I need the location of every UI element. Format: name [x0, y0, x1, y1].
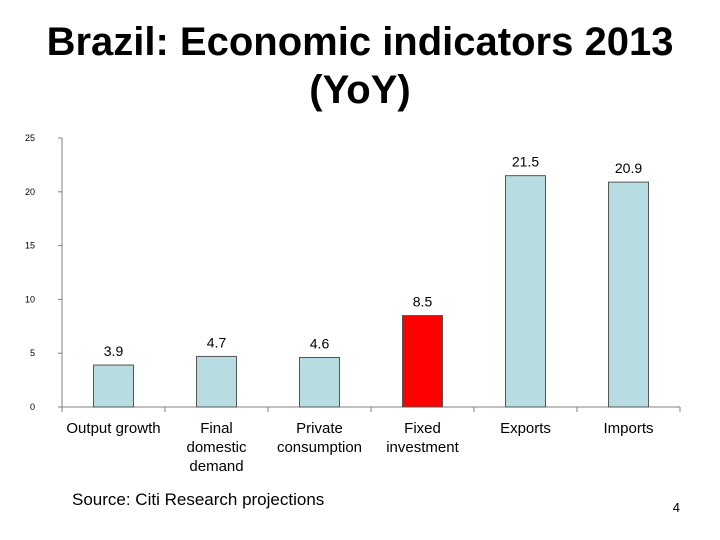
bar [608, 181, 649, 408]
bar-value-label: 20.9 [615, 160, 642, 176]
y-tick-label: 20 [25, 187, 35, 197]
y-tick-label: 15 [25, 241, 35, 251]
y-tick-label: 25 [25, 133, 35, 143]
bar [299, 357, 340, 408]
x-category-label: Output growth [66, 420, 160, 437]
bar [196, 355, 237, 408]
bar-value-label: 3.9 [104, 343, 124, 359]
x-category-label-line: Final [200, 420, 233, 437]
x-category-label-line: Output growth [66, 420, 160, 437]
x-category-label: Final domestic demand [186, 420, 247, 475]
bar [505, 175, 546, 408]
x-category-label-line: investment [386, 439, 459, 456]
x-category-label-line: domestic [186, 439, 247, 456]
x-category-label-line: Exports [500, 420, 551, 437]
bar [402, 315, 443, 408]
slide-title-line-2: (YoY) [309, 68, 411, 112]
x-category-label: Imports [603, 420, 653, 437]
x-category-label-line: Private [296, 420, 343, 437]
y-tick-label: 10 [25, 294, 35, 304]
x-category-label-line: Imports [603, 420, 653, 437]
y-tick-label: 0 [30, 402, 35, 412]
bar-value-label: 8.5 [413, 294, 433, 310]
bar-value-label: 4.7 [207, 334, 227, 350]
slide-title: Brazil: Economic indicators 2013 (YoY) [0, 18, 720, 114]
x-category-label: Private consumption [277, 420, 362, 456]
x-category-label-line: Fixed [404, 420, 441, 437]
slide-title-line-1: Brazil: Economic indicators 2013 [46, 20, 674, 64]
page-number: 4 [672, 500, 680, 515]
y-tick-label: 5 [30, 348, 35, 358]
x-category-label-line: consumption [277, 439, 362, 456]
x-category-label: Fixed investment [386, 420, 459, 456]
source-note: Source: Citi Research projections [72, 490, 325, 509]
x-category-label: Exports [500, 420, 551, 437]
bar-value-label: 21.5 [512, 154, 539, 170]
x-category-label-line: demand [189, 458, 243, 475]
bar [93, 364, 134, 408]
bar-value-label: 4.6 [310, 336, 330, 352]
